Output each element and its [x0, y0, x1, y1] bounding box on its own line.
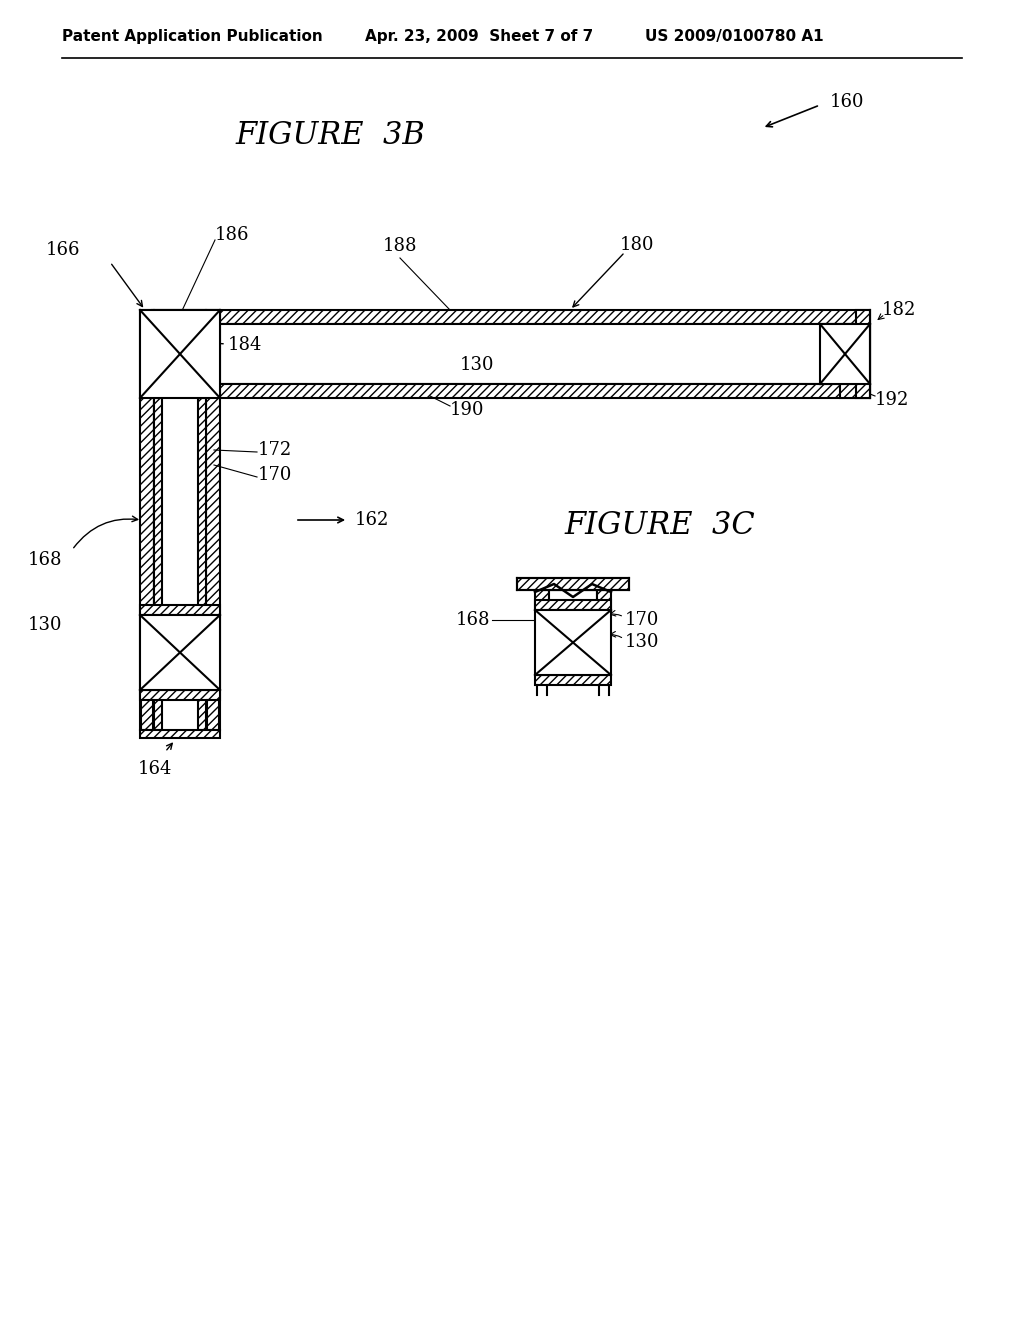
Bar — [549, 590, 597, 610]
Bar — [152, 310, 870, 323]
Text: 168: 168 — [456, 611, 490, 630]
Bar — [198, 399, 206, 730]
Text: 164: 164 — [138, 760, 172, 777]
Text: 130: 130 — [28, 616, 62, 634]
Bar — [856, 310, 870, 399]
Text: 130: 130 — [460, 356, 495, 374]
Bar — [140, 310, 154, 730]
Bar — [535, 610, 611, 675]
Text: Apr. 23, 2009  Sheet 7 of 7: Apr. 23, 2009 Sheet 7 of 7 — [365, 29, 593, 45]
Bar — [140, 690, 220, 700]
Text: 130: 130 — [625, 634, 659, 651]
Text: 192: 192 — [874, 391, 909, 409]
Text: Patent Application Publication: Patent Application Publication — [62, 29, 323, 45]
Bar — [140, 730, 220, 738]
Text: 172: 172 — [258, 441, 292, 459]
Text: 170: 170 — [258, 466, 293, 484]
Text: 162: 162 — [355, 511, 389, 529]
Bar — [535, 590, 549, 610]
Bar — [152, 384, 870, 399]
Text: 184: 184 — [228, 337, 262, 354]
Bar — [162, 399, 198, 730]
Text: FIGURE  3B: FIGURE 3B — [236, 120, 425, 150]
Bar — [820, 323, 870, 384]
Text: 188: 188 — [383, 238, 417, 255]
Text: 186: 186 — [215, 226, 250, 244]
Text: 168: 168 — [28, 550, 62, 569]
Bar — [140, 615, 220, 690]
Text: 182: 182 — [882, 301, 916, 319]
Bar — [840, 384, 870, 399]
Bar — [597, 590, 611, 610]
Text: 170: 170 — [625, 611, 659, 630]
Bar — [206, 310, 220, 730]
Bar — [154, 399, 162, 730]
Bar — [140, 310, 220, 399]
Bar — [154, 310, 206, 730]
Text: 160: 160 — [830, 92, 864, 111]
Bar — [535, 601, 611, 610]
Text: 180: 180 — [620, 236, 654, 253]
Text: 190: 190 — [450, 401, 484, 418]
Text: FIGURE  3C: FIGURE 3C — [564, 510, 756, 540]
Bar — [535, 675, 611, 685]
Bar — [517, 578, 629, 590]
Bar — [140, 605, 220, 615]
Text: US 2009/0100780 A1: US 2009/0100780 A1 — [645, 29, 823, 45]
Text: 166: 166 — [45, 242, 80, 259]
Bar — [152, 323, 870, 384]
